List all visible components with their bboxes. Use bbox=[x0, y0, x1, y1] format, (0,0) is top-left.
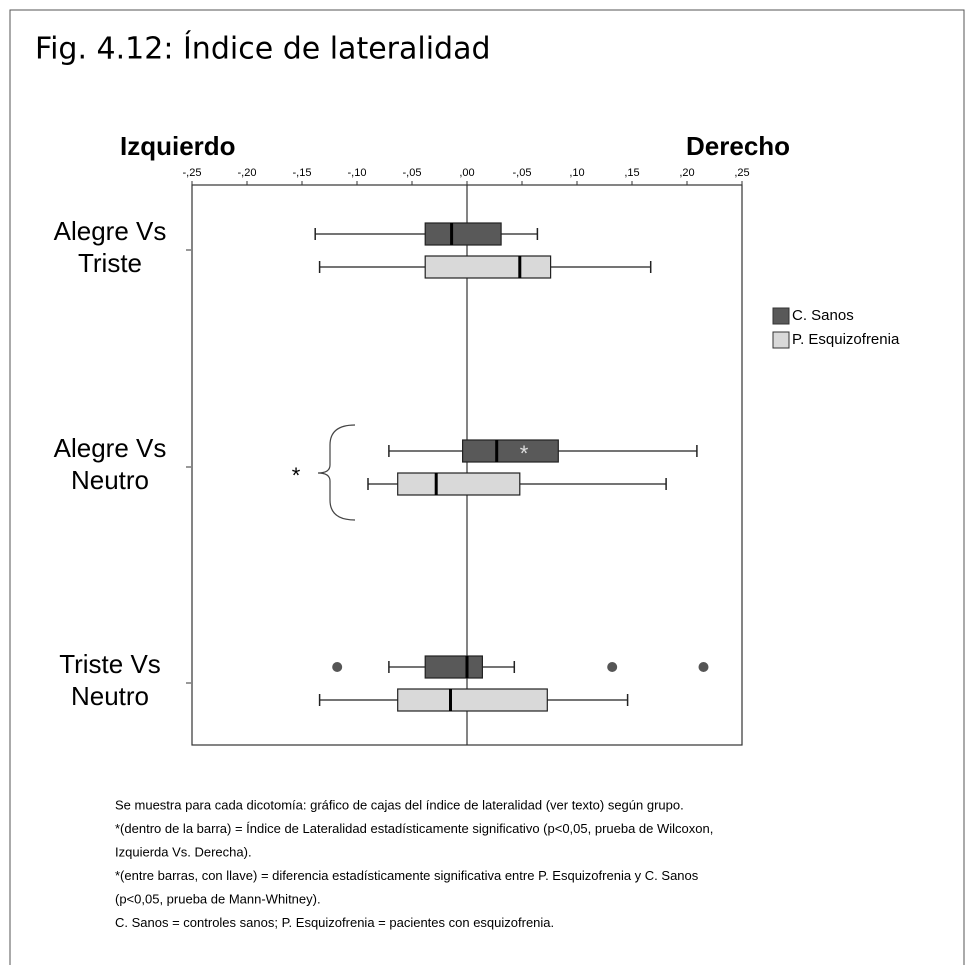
footnote: *(dentro de la barra) = Índice de Latera… bbox=[115, 821, 713, 836]
footnote: *(entre barras, con llave) = diferencia … bbox=[115, 868, 699, 883]
x-tick-label: ,15 bbox=[624, 167, 639, 179]
right-label: Derecho bbox=[686, 131, 790, 161]
x-tick-label: ,20 bbox=[679, 167, 694, 179]
left-label: Izquierdo bbox=[120, 131, 236, 161]
outlier bbox=[607, 662, 618, 672]
x-tick-label: ,00 bbox=[459, 167, 474, 179]
x-tick-label: -,05 bbox=[403, 167, 422, 179]
footnote: (p<0,05, prueba de Mann-Whitney). bbox=[115, 891, 321, 906]
brace-mark: * bbox=[292, 463, 301, 488]
legend-swatch bbox=[772, 307, 790, 325]
legend-label: C. Sanos bbox=[792, 307, 854, 324]
box bbox=[424, 222, 502, 246]
y-tick-label: Triste Vs bbox=[59, 649, 161, 679]
y-tick-label: Neutro bbox=[71, 465, 149, 495]
outlier bbox=[332, 662, 343, 672]
footnote: C. Sanos = controles sanos; P. Esquizofr… bbox=[115, 915, 554, 930]
chart-title: Fig. 4.12: Índice de lateralidad bbox=[35, 31, 491, 67]
x-tick-label: -,15 bbox=[293, 167, 312, 179]
y-tick-label: Triste bbox=[78, 248, 142, 278]
brace bbox=[317, 424, 356, 521]
box bbox=[424, 655, 484, 679]
box bbox=[424, 255, 552, 279]
legend-swatch bbox=[772, 331, 790, 349]
box bbox=[397, 688, 548, 712]
x-tick-label: ,25 bbox=[734, 167, 749, 179]
x-tick-label: -,25 bbox=[183, 167, 202, 179]
box bbox=[462, 439, 559, 463]
footnote: Se muestra para cada dicotomía: gráfico … bbox=[115, 797, 684, 812]
x-tick-label: -,05 bbox=[513, 167, 532, 179]
outlier bbox=[698, 662, 709, 672]
x-tick-label: -,10 bbox=[348, 167, 367, 179]
y-tick-label: Alegre Vs bbox=[54, 216, 167, 246]
y-tick-label: Neutro bbox=[71, 681, 149, 711]
footnote: Izquierda Vs. Derecha). bbox=[115, 844, 252, 859]
significance-mark: * bbox=[520, 441, 529, 466]
x-tick-label: -,20 bbox=[238, 167, 257, 179]
legend-label: P. Esquizofrenia bbox=[792, 331, 900, 348]
y-tick-label: Alegre Vs bbox=[54, 433, 167, 463]
box bbox=[397, 472, 521, 496]
x-tick-label: ,10 bbox=[569, 167, 584, 179]
frame bbox=[9, 9, 965, 965]
